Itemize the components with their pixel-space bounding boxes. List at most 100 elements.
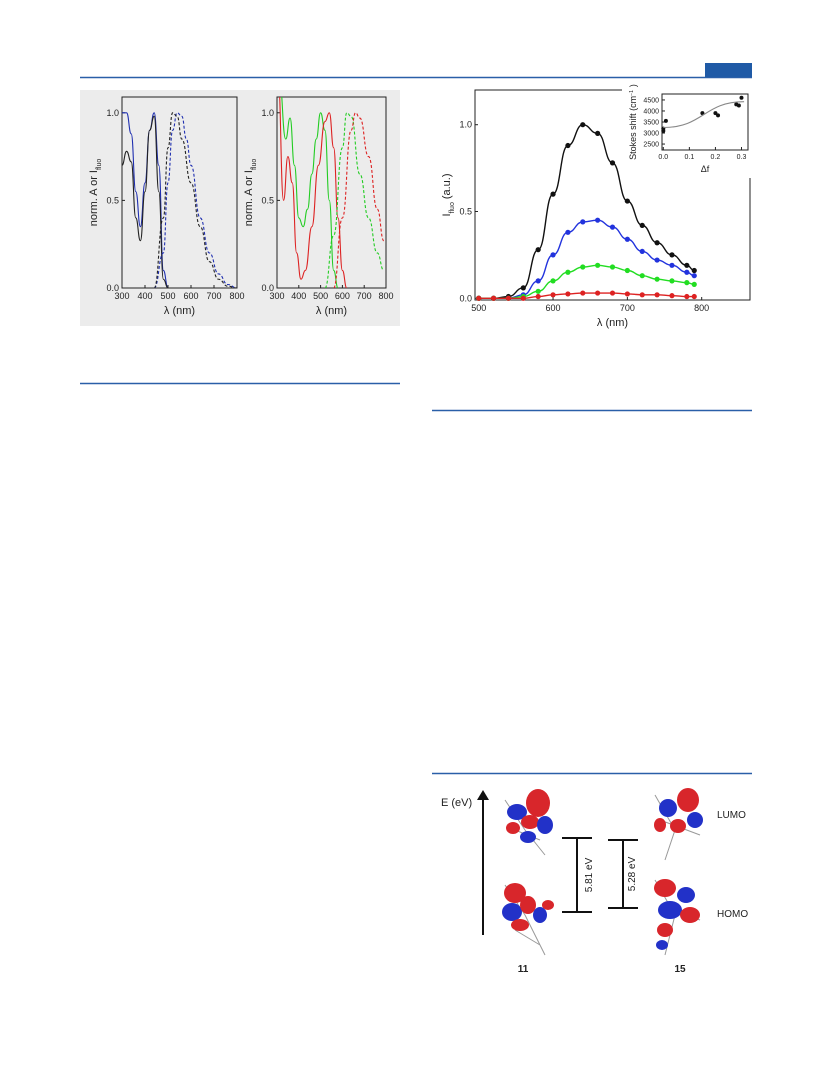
x-tick-label: 0.1 <box>684 154 694 161</box>
orbital-11-lumo <box>504 789 553 856</box>
x-tick-label: 800 <box>229 291 244 301</box>
x-axis-label: λ (nm) <box>597 317 628 329</box>
level-label: LUMO <box>717 810 746 821</box>
x-tick-label: 800 <box>694 303 709 313</box>
gap-label: 5.28 eV <box>627 856 638 891</box>
data-point <box>624 291 630 297</box>
data-point <box>609 224 616 230</box>
series-line <box>281 97 339 288</box>
data-point <box>684 269 690 275</box>
orbital-15-lumo <box>654 788 703 861</box>
data-point <box>609 160 616 166</box>
data-point <box>580 219 586 225</box>
y-tick-label: 1.0 <box>261 108 274 118</box>
y-axis-label-sub: fluo <box>96 159 103 170</box>
arrow-head <box>477 790 489 800</box>
series-line <box>153 112 237 288</box>
data-point <box>476 295 482 301</box>
x-tick-label: 600 <box>183 291 198 301</box>
y-tick-label: 0.0 <box>261 283 274 293</box>
x-axis-label: λ (nm) <box>164 305 195 317</box>
y-tick-label: 1.0 <box>459 120 472 130</box>
x-tick-label: 0.3 <box>737 154 747 161</box>
plot-frame <box>276 96 387 289</box>
data-point <box>550 191 556 197</box>
figure-background <box>80 90 400 326</box>
x-tick-label: 300 <box>269 291 284 301</box>
y-axis-label-sub: fluo <box>449 202 456 213</box>
x-tick-label: 700 <box>206 291 221 301</box>
data-point <box>535 278 541 284</box>
series-line <box>478 292 695 299</box>
x-tick-label: 700 <box>357 291 372 301</box>
data-point <box>663 118 668 123</box>
data-point <box>609 264 616 270</box>
x-axis-label: Δf <box>701 164 710 174</box>
plot-frame <box>121 96 238 289</box>
x-axis-label: λ (nm) <box>316 305 347 317</box>
charts: 300 400 500 600 700 800 0.0 0.5 1.0 λ (nm) norm. A… <box>88 84 754 329</box>
y-tick-label: 2500 <box>643 141 659 148</box>
data-point <box>565 142 571 149</box>
y-axis-label-main: norm. A or I <box>243 170 255 226</box>
y-axis-label-main: I <box>441 213 453 216</box>
data-point <box>565 291 571 297</box>
y-axis-label-sup: −1 <box>629 90 635 96</box>
series-line <box>478 124 695 299</box>
series-line <box>153 112 237 288</box>
data-point <box>565 269 571 275</box>
data-point <box>505 295 512 301</box>
y-axis-label: Ifluo (a.u.) <box>441 173 456 216</box>
y-axis-label: norm. A or Ifluo <box>243 159 258 227</box>
gap-label: 5.81 eV <box>584 857 595 892</box>
data-point <box>716 113 721 118</box>
y-tick-label: 0.0 <box>106 283 119 293</box>
x-tick-label: 0.0 <box>658 154 668 161</box>
data-point <box>520 285 526 291</box>
data-point <box>669 278 675 284</box>
y-axis-label-end: (a.u.) <box>441 173 453 199</box>
data-point <box>595 130 601 136</box>
y-axis-label: norm. A or Ifluo <box>88 159 103 227</box>
chart: 500 600 700 800 0.0 0.5 1.0 λ (nm) Ifluo (a.u.) <box>441 89 751 329</box>
series-line <box>122 115 169 288</box>
orbital-11-homo <box>502 883 554 956</box>
data-point <box>654 276 660 282</box>
data-point <box>669 262 675 268</box>
data-point <box>535 288 541 294</box>
data-point <box>739 95 744 100</box>
y-axis-label-main: Stokes shift (cm <box>628 96 638 160</box>
inset-background <box>622 88 754 178</box>
data-point <box>639 222 645 228</box>
x-tick-label: 700 <box>620 303 635 313</box>
data-point <box>595 262 601 268</box>
data-point <box>639 292 645 298</box>
y-axis-label-sub: fluo <box>251 159 258 170</box>
chart: 300 400 500 600 700 800 0.0 0.5 1.0 λ (nm) norm. A… <box>88 96 245 317</box>
data-point <box>713 111 718 116</box>
y-tick-label: 1.0 <box>106 108 119 118</box>
x-tick-label: 500 <box>313 291 328 301</box>
data-point <box>691 293 697 300</box>
data-point <box>654 292 660 298</box>
y-tick-label: 3500 <box>643 119 659 126</box>
data-point <box>580 290 586 296</box>
data-point <box>639 248 645 255</box>
data-point <box>490 295 497 301</box>
mo-diagram: E (eV) 5.81 eV 5.28 eV LUMO HOMO 11 15 <box>441 788 748 975</box>
y-axis-label-end: ) <box>628 84 638 87</box>
series-line <box>333 112 385 288</box>
header-tab <box>705 63 752 77</box>
data-point <box>595 217 601 223</box>
data-point <box>520 295 526 301</box>
level-label: HOMO <box>717 909 748 920</box>
data-point <box>684 280 690 286</box>
data-point <box>550 292 556 298</box>
x-tick-label: 600 <box>546 303 561 313</box>
x-tick-label: 800 <box>378 291 393 301</box>
y-tick-label: 3000 <box>643 130 659 137</box>
compound-label: 15 <box>674 964 686 975</box>
series-line <box>279 97 348 288</box>
data-point <box>565 229 571 235</box>
series-line <box>122 112 169 288</box>
